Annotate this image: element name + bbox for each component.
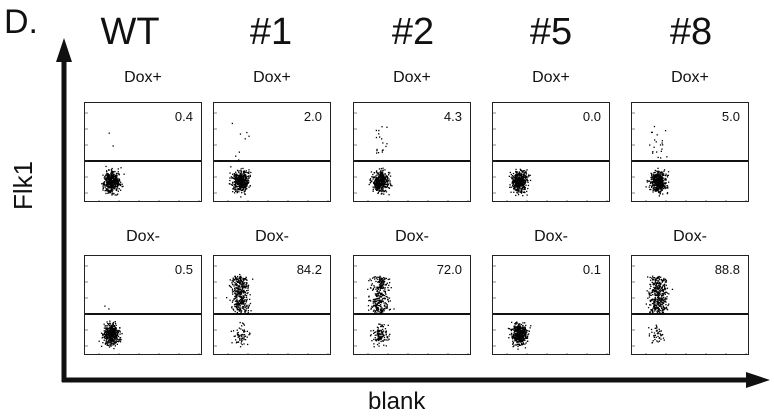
gate-percentage: 4.3 <box>443 109 462 124</box>
flow-plot: 2.0 <box>213 102 331 202</box>
column-title: #8 <box>669 11 713 53</box>
x-axis-title: blank <box>368 388 426 415</box>
scatter-dots <box>632 112 748 201</box>
scatter-dots <box>354 112 470 201</box>
flow-plot: 72.0 <box>353 255 471 355</box>
condition-label: Dox- <box>673 228 707 245</box>
flow-plot: 5.0 <box>631 102 749 202</box>
flow-plot: 4.3 <box>353 102 471 202</box>
flow-plot: 0.4 <box>84 102 202 202</box>
gate-percentage: 88.8 <box>714 262 740 277</box>
column-title: #1 <box>249 11 293 53</box>
condition-label: Dox- <box>534 228 568 245</box>
flow-plot: 0.1 <box>492 255 610 355</box>
condition-label: Dox+ <box>393 69 431 86</box>
condition-label: Dox+ <box>253 69 291 86</box>
condition-label: Dox+ <box>124 69 162 86</box>
flow-plot: 84.2 <box>213 255 331 355</box>
flow-plot: 88.8 <box>631 255 749 355</box>
scatter-dots <box>85 265 201 354</box>
gate-percentage: 0.4 <box>174 109 193 124</box>
condition-label: Dox- <box>395 228 429 245</box>
gate-percentage: 84.2 <box>296 262 322 277</box>
scatter-dots <box>85 112 201 201</box>
scatter-dots <box>214 112 330 201</box>
y-axis-title: Flk1 <box>8 160 38 210</box>
gate-percentage: 5.0 <box>721 109 740 124</box>
gate-percentage: 0.0 <box>582 109 601 124</box>
condition-label: Dox+ <box>671 69 709 86</box>
condition-label: Dox- <box>255 228 289 245</box>
flow-plot: 0.0 <box>492 102 610 202</box>
gate-percentage: 2.0 <box>303 109 322 124</box>
scatter-dots <box>632 265 748 354</box>
scatter-dots <box>354 265 470 354</box>
condition-label: Dox+ <box>532 69 570 86</box>
scatter-dots <box>493 112 609 201</box>
column-title: WT <box>100 11 160 53</box>
scatter-dots <box>214 265 330 354</box>
column-title: #5 <box>529 11 573 53</box>
flow-plot: 0.5 <box>84 255 202 355</box>
condition-label: Dox- <box>126 228 160 245</box>
gate-percentage: 0.1 <box>582 262 601 277</box>
y-axis-arrowhead <box>56 38 72 62</box>
gate-percentage: 0.5 <box>174 262 193 277</box>
scatter-dots <box>493 265 609 354</box>
x-axis-arrowhead <box>746 372 770 388</box>
column-title: #2 <box>391 11 435 53</box>
panel-letter: D. <box>4 3 38 41</box>
gate-percentage: 72.0 <box>436 262 462 277</box>
